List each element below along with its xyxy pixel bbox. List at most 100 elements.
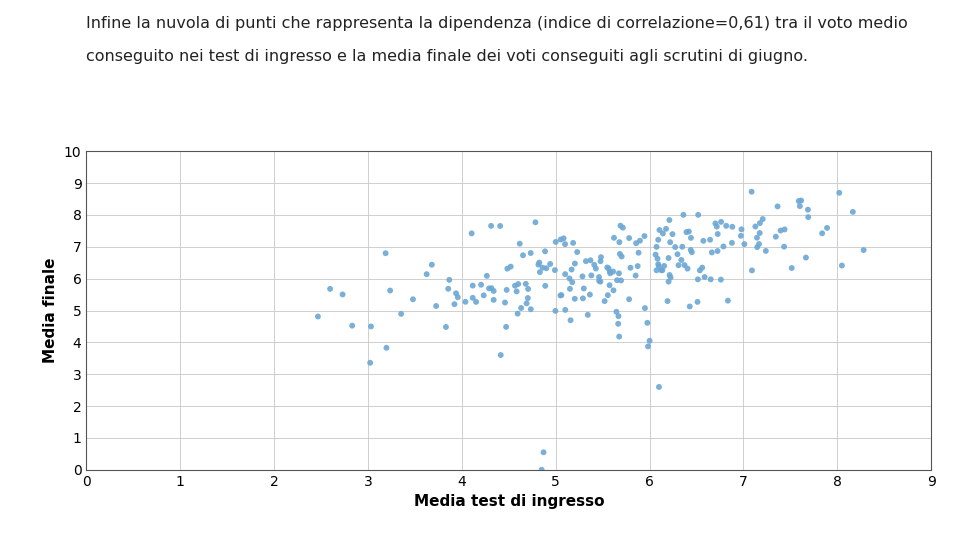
Point bbox=[547, 266, 563, 274]
Point bbox=[569, 248, 585, 256]
Point bbox=[548, 307, 564, 315]
Point bbox=[528, 218, 543, 227]
Point bbox=[682, 302, 697, 311]
Point bbox=[709, 247, 725, 255]
Point bbox=[713, 218, 729, 226]
Point bbox=[642, 336, 658, 345]
Point bbox=[799, 253, 814, 262]
Point bbox=[662, 238, 678, 247]
Point bbox=[744, 187, 759, 196]
Point bbox=[703, 275, 718, 284]
Point bbox=[578, 257, 593, 266]
Point bbox=[690, 211, 706, 219]
Point bbox=[465, 294, 480, 302]
Point bbox=[750, 233, 765, 242]
Point bbox=[516, 251, 531, 260]
Point bbox=[724, 239, 739, 247]
Point bbox=[486, 287, 501, 295]
Point bbox=[610, 276, 625, 285]
Point bbox=[621, 295, 636, 303]
Point bbox=[637, 304, 653, 313]
Point bbox=[752, 240, 767, 248]
Point bbox=[801, 205, 816, 214]
Point bbox=[611, 312, 626, 320]
Point bbox=[448, 289, 464, 298]
Point bbox=[623, 264, 638, 272]
Point bbox=[553, 235, 568, 244]
Point bbox=[539, 264, 554, 273]
Point bbox=[725, 222, 740, 231]
Point bbox=[379, 343, 395, 352]
Point bbox=[446, 300, 462, 308]
Point bbox=[656, 229, 671, 238]
Point bbox=[709, 222, 725, 231]
Point bbox=[677, 261, 692, 269]
Point bbox=[603, 269, 618, 278]
Point bbox=[671, 261, 686, 269]
Point bbox=[503, 262, 518, 271]
Point bbox=[394, 309, 409, 318]
Point bbox=[363, 322, 378, 331]
Point bbox=[514, 303, 529, 312]
Point bbox=[733, 232, 749, 240]
Point bbox=[612, 332, 627, 341]
Point bbox=[520, 294, 536, 302]
Point bbox=[562, 274, 577, 283]
Point bbox=[708, 219, 723, 228]
Point bbox=[611, 320, 626, 328]
Point bbox=[654, 266, 669, 274]
Point bbox=[532, 258, 547, 267]
Point bbox=[450, 293, 466, 301]
Point bbox=[458, 298, 473, 306]
Point bbox=[784, 264, 800, 272]
Point bbox=[651, 383, 666, 391]
Point bbox=[565, 239, 581, 247]
Point bbox=[639, 319, 655, 327]
Point bbox=[753, 219, 768, 227]
Point bbox=[621, 234, 636, 242]
Point bbox=[499, 286, 515, 294]
Point bbox=[538, 247, 553, 255]
Point bbox=[601, 264, 616, 273]
Point bbox=[614, 252, 630, 261]
Point bbox=[464, 229, 479, 238]
Point bbox=[720, 296, 735, 305]
Point bbox=[419, 270, 434, 279]
Text: Infine la nuvola di punti che rappresenta la dipendenza (indice di correlazione=: Infine la nuvola di punti che rappresent… bbox=[86, 16, 908, 31]
Point bbox=[744, 266, 759, 275]
Point bbox=[758, 247, 774, 255]
Point bbox=[497, 298, 513, 307]
Point bbox=[499, 264, 515, 273]
Point bbox=[486, 295, 501, 304]
Point bbox=[567, 294, 583, 303]
Point bbox=[591, 273, 607, 281]
Point bbox=[538, 281, 553, 290]
Point bbox=[612, 221, 628, 230]
Point bbox=[424, 260, 440, 269]
Point bbox=[777, 225, 792, 234]
Point bbox=[649, 242, 664, 251]
Point bbox=[558, 306, 573, 314]
Point bbox=[518, 280, 534, 288]
Point bbox=[323, 285, 338, 293]
Point bbox=[660, 297, 675, 306]
Point bbox=[650, 254, 665, 263]
Point bbox=[554, 291, 569, 299]
Point bbox=[481, 284, 496, 293]
Point bbox=[600, 291, 615, 300]
Point bbox=[630, 262, 645, 271]
Point bbox=[791, 197, 806, 205]
Point bbox=[694, 264, 709, 272]
Point bbox=[649, 266, 664, 275]
Point bbox=[670, 250, 685, 259]
Point bbox=[548, 238, 564, 246]
Point bbox=[563, 285, 578, 293]
Point bbox=[752, 229, 767, 238]
Point bbox=[777, 242, 792, 251]
Point bbox=[378, 249, 394, 258]
Point bbox=[583, 256, 598, 265]
Point bbox=[663, 273, 679, 282]
Point bbox=[580, 310, 595, 319]
Text: conseguito nei test di ingresso e la media finale dei voti conseguiti agli scrut: conseguito nei test di ingresso e la med… bbox=[86, 49, 808, 64]
Point bbox=[690, 298, 706, 306]
